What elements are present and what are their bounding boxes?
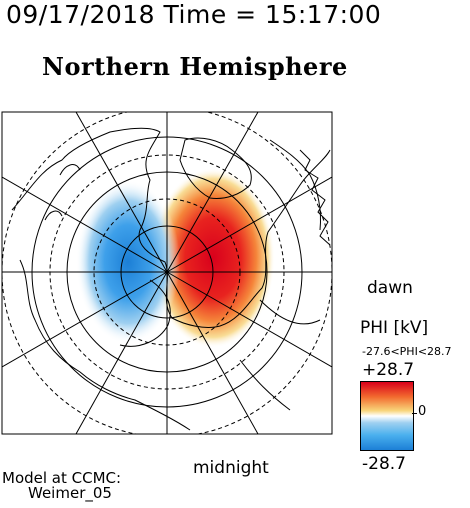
coastline-east-detail — [299, 149, 331, 246]
midnight-label: midnight — [193, 458, 269, 478]
colorbar-min-label: -28.7 — [362, 454, 406, 474]
colorbar-zero-tick — [412, 413, 417, 414]
meridian-lines — [2, 112, 332, 434]
colorbar-max-label: +28.7 — [362, 360, 415, 380]
model-credit-line2: Weimer_05 — [28, 484, 112, 502]
colorbar — [360, 381, 414, 451]
coastlines — [11, 127, 331, 431]
positive-potential-cell — [151, 168, 275, 348]
colorbar-zero-label: 0 — [418, 404, 427, 419]
colorbar-range: -27.6<PHI<28.7 — [362, 345, 452, 358]
dawn-label: dawn — [367, 278, 413, 298]
colorbar-title: PHI [kV] — [360, 318, 429, 338]
hemisphere-title: Northern Hemisphere — [42, 52, 348, 81]
model-credit-line1: Model at CCMC: — [2, 469, 122, 487]
date-time-title: 09/17/2018 Time = 15:17:00 — [6, 0, 382, 29]
negative-potential-cell — [76, 180, 180, 344]
